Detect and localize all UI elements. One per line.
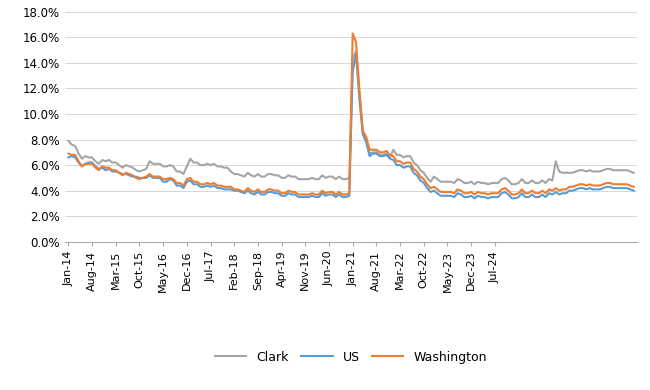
Clark [166,163,174,167]
US [521,195,529,199]
Washington [349,31,357,36]
Washington [393,159,400,164]
Clark [521,181,529,185]
Line: Clark: Clark [68,51,634,184]
Washington [403,160,411,165]
Washington [64,151,72,156]
US [400,165,408,170]
Clark [64,138,72,143]
Clark [227,169,235,174]
Clark [389,147,397,152]
US [389,158,397,162]
Washington [257,190,265,194]
Line: Washington: Washington [68,34,634,195]
US [166,177,174,181]
Washington [166,176,174,180]
Clark [471,182,478,187]
Clark [352,49,360,54]
Washington [227,184,235,189]
Line: US: US [68,54,634,199]
US [227,187,235,192]
US [630,188,638,193]
US [257,192,265,197]
US [64,155,72,160]
Washington [294,192,302,197]
Washington [630,184,638,189]
Washington [521,191,529,195]
Clark [630,170,638,175]
Legend: Clark, US, Washington: Clark, US, Washington [210,346,492,369]
US [352,51,360,56]
Clark [257,174,265,179]
Clark [400,155,408,160]
US [471,196,478,201]
